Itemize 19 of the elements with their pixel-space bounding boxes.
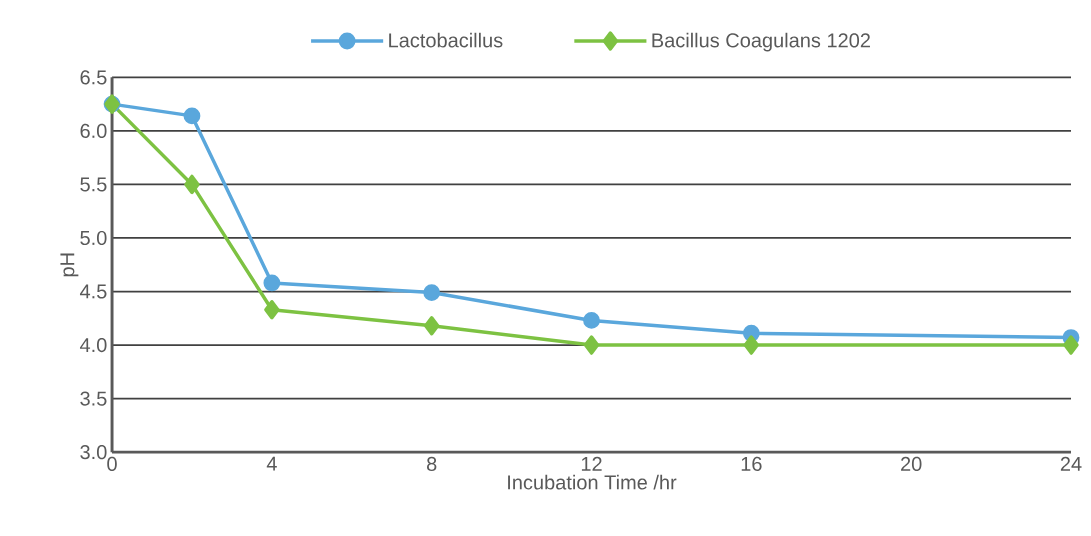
y-tick-label: 3.0 [80,444,107,460]
x-tick-label: 16 [741,456,762,471]
x-tick-label: 4 [266,456,277,471]
y-tick-label: 6.5 [80,70,107,85]
x-tick-label: 8 [427,456,437,471]
y-tick-label: 5.0 [80,230,107,245]
y-tick-label: 6.0 [80,123,107,138]
y-tick-label: 4.0 [79,337,107,353]
x-tick-label: 20 [901,456,922,471]
x-tick-label: 0 [107,456,117,471]
y-tick-label: 3.5 [80,391,107,406]
x-tick-label: 12 [581,456,602,471]
y-tick-label: 5.5 [80,177,107,192]
legend-label: Lactobacillus [389,32,503,48]
y-axis-title: pH [60,253,79,277]
legend-label: Bacillus Coagulans 1202 [652,32,870,52]
x-tick-label: 24 [1060,456,1082,471]
y-tick-label: 4.5 [79,284,107,299]
x-axis-title: Incubation Time /hr [508,474,677,490]
